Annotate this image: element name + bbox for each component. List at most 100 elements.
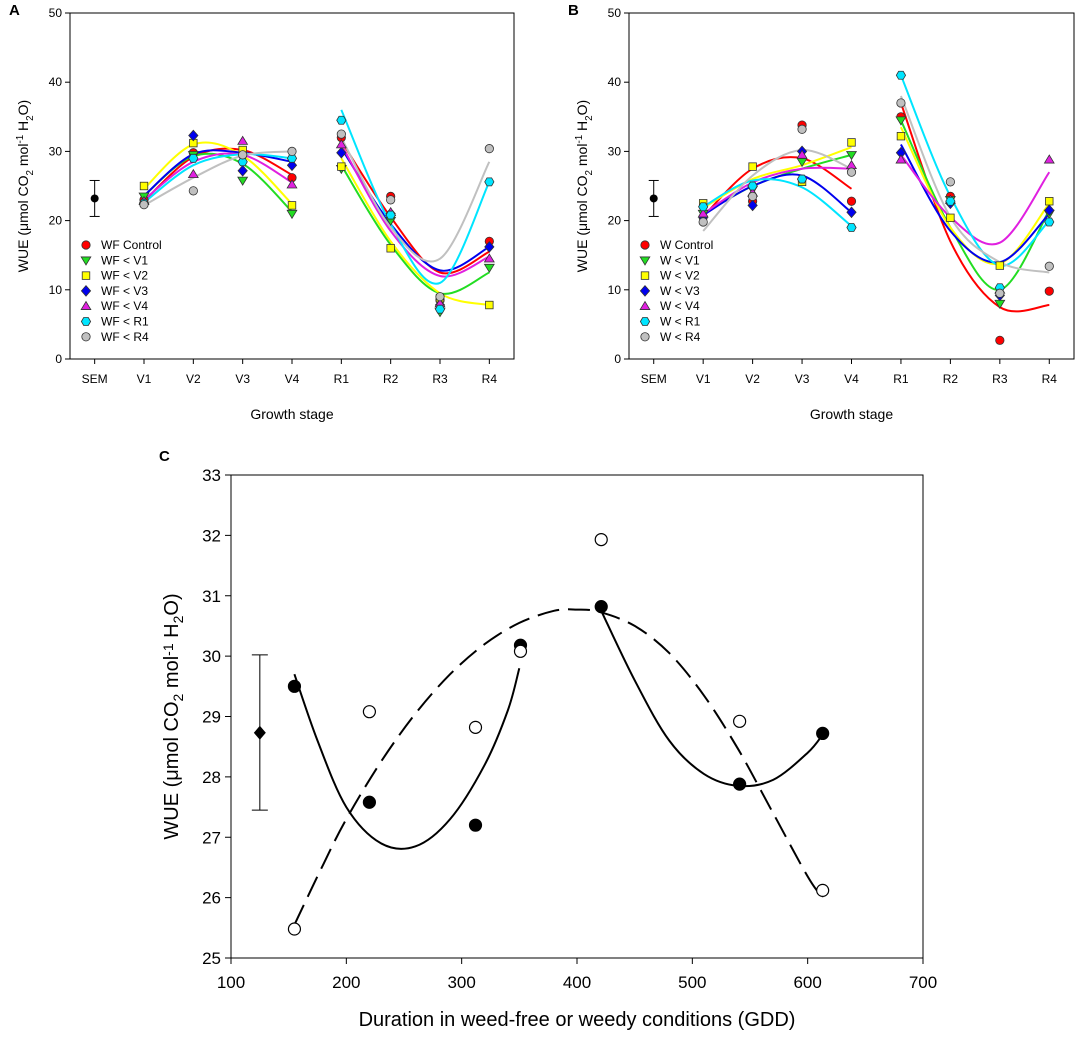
data-point bbox=[484, 144, 494, 154]
x-axis-label: Growth stage bbox=[250, 406, 333, 422]
data-point bbox=[188, 129, 199, 142]
y-tick-label: 40 bbox=[608, 75, 622, 89]
legend-marker bbox=[639, 317, 651, 326]
fit-curve-rep bbox=[899, 95, 1050, 274]
data-point bbox=[1044, 217, 1055, 227]
data-point bbox=[698, 202, 709, 212]
data-point bbox=[286, 209, 298, 220]
x-tick-label: 600 bbox=[793, 973, 821, 992]
data-point bbox=[286, 179, 298, 189]
ylabel-part-mid2: H bbox=[574, 121, 590, 135]
fit-curve-veg bbox=[143, 141, 293, 205]
x-tick-label: R3 bbox=[992, 372, 1008, 386]
data-point bbox=[287, 201, 297, 210]
legend-marker bbox=[80, 285, 92, 297]
x-tick-label: R3 bbox=[432, 372, 448, 386]
sem-mean-point bbox=[649, 194, 658, 203]
data-point bbox=[995, 288, 1005, 298]
data-point bbox=[237, 176, 249, 186]
fit-curve-rep bbox=[340, 109, 491, 285]
data-point-weed-free bbox=[816, 726, 830, 741]
legend-marker bbox=[80, 317, 92, 326]
x-axis-label: Duration in weed-free or weedy condition… bbox=[359, 1009, 796, 1031]
y-tick-label: 20 bbox=[608, 214, 622, 228]
fit-curve-weedy bbox=[293, 608, 824, 926]
ylabel-part-sub2: 2 bbox=[25, 115, 36, 120]
ylabel-part-sub2: 2 bbox=[170, 615, 186, 623]
fit-curve-veg bbox=[143, 150, 293, 207]
x-tick-label: 400 bbox=[563, 973, 591, 992]
fit-curve-rep bbox=[340, 144, 490, 278]
ylabel-part-post: O) bbox=[161, 593, 183, 615]
fit-curve-rep bbox=[900, 126, 1051, 266]
ylabel-part-mid2: H bbox=[161, 623, 183, 643]
data-point bbox=[1044, 204, 1055, 217]
y-tick-label: 20 bbox=[49, 214, 63, 228]
x-tick-label: V4 bbox=[285, 372, 300, 386]
data-point bbox=[188, 153, 199, 163]
fit-curve-rep bbox=[899, 74, 1051, 267]
legend-marker bbox=[639, 285, 651, 297]
legend-marker bbox=[639, 300, 651, 310]
data-point bbox=[337, 162, 346, 171]
x-tick-label: 300 bbox=[447, 973, 475, 992]
panel-label: A bbox=[9, 2, 20, 19]
data-point-weedy bbox=[287, 922, 302, 936]
data-point-weed-free bbox=[468, 818, 483, 832]
fit-curve-rep bbox=[900, 144, 1051, 264]
legend-label: WF < R1 bbox=[101, 315, 149, 329]
y-tick-label: 28 bbox=[202, 768, 221, 787]
data-point bbox=[238, 150, 248, 160]
data-point bbox=[846, 206, 857, 219]
ylabel-part-mid: mol bbox=[574, 144, 590, 170]
data-point bbox=[188, 186, 198, 196]
x-tick-label: R1 bbox=[893, 372, 909, 386]
data-point bbox=[1045, 197, 1054, 206]
ylabel-part-post: O) bbox=[15, 100, 31, 116]
ylabel-part-pre: WUE (μmol CO bbox=[161, 701, 183, 839]
data-point-weedy bbox=[468, 720, 483, 734]
data-point bbox=[484, 241, 495, 253]
data-point bbox=[1044, 286, 1054, 296]
data-point-weed-free bbox=[362, 795, 376, 809]
x-tick-label: R4 bbox=[1042, 372, 1058, 386]
x-tick-label: SEM bbox=[82, 372, 108, 386]
data-point bbox=[698, 217, 708, 227]
data-point bbox=[845, 151, 858, 161]
data-point bbox=[385, 210, 396, 220]
ylabel-part-pre: WUE (μmol CO bbox=[15, 175, 31, 272]
y-tick-label: 0 bbox=[55, 352, 62, 366]
data-point bbox=[797, 124, 807, 134]
legend-label: WF < V4 bbox=[101, 299, 148, 313]
legend-marker bbox=[640, 332, 650, 342]
y-tick-label: 0 bbox=[614, 352, 621, 366]
data-point-weedy bbox=[594, 533, 608, 547]
fit-curve-rep bbox=[340, 157, 490, 306]
fit-curve-veg bbox=[702, 178, 853, 227]
data-point bbox=[845, 159, 858, 170]
legend-marker bbox=[639, 256, 651, 266]
data-point bbox=[796, 149, 808, 159]
sem-mean-point bbox=[253, 725, 266, 740]
y-tick-label: 32 bbox=[202, 526, 221, 545]
y-axis-label: WUE (μmol CO2 mol-1 H2O) bbox=[574, 100, 595, 272]
data-point-weedy bbox=[733, 714, 747, 728]
data-point bbox=[748, 162, 757, 171]
ylabel-part-sub1: 2 bbox=[25, 170, 36, 175]
data-point-weedy bbox=[816, 883, 830, 897]
y-tick-label: 31 bbox=[202, 587, 221, 606]
data-point bbox=[896, 131, 906, 141]
panel-label: C bbox=[159, 448, 170, 465]
x-tick-label: SEM bbox=[641, 372, 667, 386]
x-tick-label: V2 bbox=[745, 372, 760, 386]
y-axis-label: WUE (μmol CO2 mol-1 H2O) bbox=[160, 593, 186, 839]
x-tick-label: 100 bbox=[217, 973, 245, 992]
ylabel-part-sup: -1 bbox=[15, 135, 26, 144]
data-point bbox=[945, 196, 956, 206]
x-tick-label: V4 bbox=[844, 372, 859, 386]
legend-label: W < R1 bbox=[660, 315, 701, 329]
data-point bbox=[483, 263, 495, 274]
y-tick-label: 40 bbox=[49, 75, 63, 89]
ylabel-part-sub1: 2 bbox=[170, 693, 186, 701]
legend-label: W < V1 bbox=[660, 253, 700, 267]
